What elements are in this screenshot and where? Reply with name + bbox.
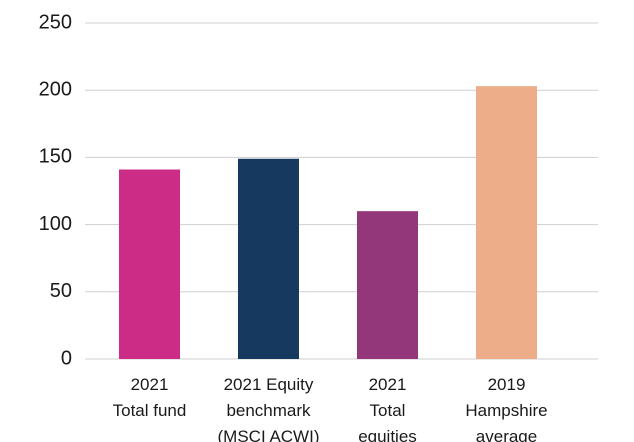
bar bbox=[119, 169, 180, 359]
x-tick-label: 2021 Total fund bbox=[112, 375, 187, 420]
bar bbox=[476, 86, 537, 359]
x-tick-label: 2019 Hampshire average bbox=[465, 375, 548, 442]
y-tick-label: 150 bbox=[39, 146, 72, 168]
y-tick-label: 100 bbox=[39, 213, 72, 235]
bar bbox=[238, 158, 299, 359]
x-tick-label: 2021 Total equities bbox=[358, 375, 417, 442]
y-tick-label: 200 bbox=[39, 78, 72, 100]
bar bbox=[357, 211, 418, 359]
y-tick-label: 0 bbox=[61, 347, 72, 369]
y-tick-label: 250 bbox=[39, 11, 72, 33]
y-tick-label: 50 bbox=[50, 280, 72, 302]
x-tick-label: 2021 Equity benchmark (MSCI ACWI) bbox=[217, 375, 320, 442]
